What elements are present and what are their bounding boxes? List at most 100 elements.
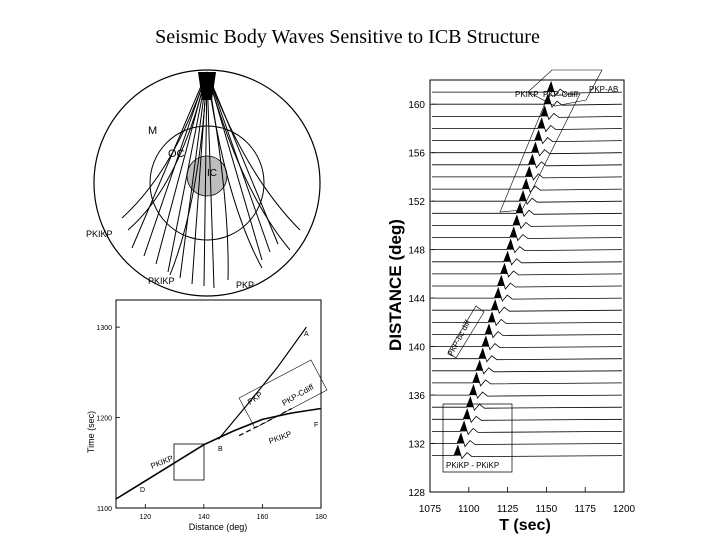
travel-time-xtick-label: 120 — [139, 514, 151, 521]
seismogram-ytick-label: 156 — [408, 149, 425, 160]
travel-time-xlabel: Distance (deg) — [189, 522, 248, 532]
seismogram-arrival — [472, 372, 480, 383]
branch-label-d: D — [140, 487, 145, 494]
branch-label-b: B — [218, 446, 223, 453]
seismogram-panel: 128 132 136 140 144 148 152 156 160 1075 1100 1125 1… — [386, 69, 636, 534]
seismogram-ytick-label: 132 — [408, 440, 425, 451]
seismogram-arrival — [506, 239, 514, 250]
seismogram-trace — [432, 420, 623, 436]
seismogram-xtick-label: 1100 — [458, 504, 480, 515]
seismogram-arrival — [478, 348, 486, 359]
label-mantle: M — [148, 125, 157, 137]
branch-label-pkikp-lower: PKIKP — [149, 454, 174, 471]
seismogram-arrival — [534, 130, 542, 141]
travel-time-ytick-label: 1100 — [97, 506, 112, 513]
seismogram-xtick-label: 1200 — [613, 504, 636, 515]
highlight-box-pkikp — [173, 443, 205, 481]
seismogram-trace — [432, 359, 623, 375]
seismogram-trace — [432, 250, 623, 266]
seismogram-arrival — [528, 154, 536, 165]
seismogram-xtick-label: 1175 — [574, 504, 596, 515]
highlight-box-bc — [447, 305, 485, 359]
seismogram-arrival — [537, 118, 545, 129]
seismogram-trace — [432, 383, 623, 399]
seismogram-trace — [432, 117, 623, 133]
label-pkikp-top: PKIKP — [515, 90, 539, 99]
travel-time-series-ab — [218, 326, 307, 440]
highlight-box-pkp-ab — [527, 69, 603, 107]
seismogram-arrival — [481, 336, 489, 347]
label-inner-core: IC — [207, 168, 217, 179]
seismogram-arrival — [519, 191, 527, 202]
seismogram-arrival — [491, 300, 499, 311]
seismogram-trace — [432, 311, 623, 327]
seismogram-arrival — [500, 263, 508, 274]
outer-core-circle — [149, 125, 265, 241]
ray-paths — [121, 71, 301, 289]
travel-time-curves — [115, 326, 322, 500]
seismogram-trace — [432, 262, 623, 278]
seismogram-arrival — [531, 142, 539, 153]
seismogram-trace — [432, 214, 623, 230]
seismogram-trace — [432, 129, 623, 145]
seismogram-arrival — [522, 179, 530, 190]
highlight-box-pkp — [238, 359, 328, 429]
label-pkikp-pkikp: PKiKP - PKiKP — [446, 461, 499, 470]
seismogram-trace — [432, 286, 623, 302]
seismogram-trace — [432, 141, 623, 157]
seismogram-ytick-label: 152 — [408, 197, 425, 208]
seismogram-ytick-label: 128 — [408, 488, 425, 499]
seismogram-arrival — [466, 397, 474, 408]
seismogram-arrival — [503, 251, 511, 262]
travel-time-frame — [115, 299, 322, 509]
seismogram-trace — [432, 408, 623, 424]
seismogram-arrival — [516, 203, 523, 214]
seismogram-arrival — [512, 215, 520, 226]
travel-time-xtick-label: 140 — [198, 514, 210, 521]
highlight-box-cdiff — [499, 93, 581, 213]
label-pkp-bc-diff: PKP-bc diff — [446, 318, 473, 358]
seismogram-xtick-label: 1075 — [419, 504, 442, 515]
seismogram-arrival — [469, 385, 477, 396]
seismogram-arrival — [540, 106, 548, 117]
label-pkp-cdiff: PKP-Cdiff — [543, 90, 579, 99]
page-title: Seismic Body Waves Sensitive to ICB Stru… — [155, 26, 540, 48]
travel-time-xtick-label: 160 — [257, 514, 269, 521]
branch-label-pkp-cdiff: PKP-Cdiff — [281, 382, 316, 408]
branch-label-f: F — [314, 422, 318, 429]
label-pkikp-left: PKIKP — [86, 229, 113, 239]
seismogram-arrival — [485, 324, 492, 335]
travel-time-xtick-label: 180 — [315, 514, 327, 521]
seismogram-ticks: 128 132 136 140 144 148 152 156 160 1075 1100 1125 1… — [408, 100, 635, 515]
travel-time-ytick-label: 1200 — [96, 416, 112, 423]
travel-time-ylabel: Time (sec) — [86, 411, 96, 453]
travel-time-series-df — [115, 407, 322, 500]
seismogram-frame — [429, 79, 625, 493]
seismogram-ytick-label: 160 — [408, 100, 425, 111]
seismogram-arrival — [509, 227, 517, 238]
seismogram-trace — [432, 444, 623, 460]
seismogram-arrival — [494, 288, 502, 299]
seismogram-arrival — [453, 445, 461, 456]
source-cusp — [198, 72, 216, 100]
highlight-box-pkikp-pkikp — [442, 403, 513, 473]
travel-time-ticks: 120 140 160 180 1100 1200 1300 — [96, 325, 327, 521]
seismogram-trace — [432, 189, 623, 206]
label-pkp: PKP — [236, 280, 254, 290]
label-pkikp-bottom: PKIKP — [148, 276, 175, 286]
seismogram-arrival — [463, 409, 471, 420]
seismogram-trace — [432, 105, 623, 121]
seismogram-ytick-label: 136 — [408, 391, 425, 402]
label-outer-core: OC — [168, 148, 185, 160]
seismogram-xlabel: T (sec) — [499, 517, 551, 534]
seismogram-trace — [432, 238, 623, 254]
earth-cross-section: M OC IC PKIKP PKIKP PKP — [86, 69, 321, 297]
seismogram-ytick-label: 144 — [408, 294, 425, 305]
seismogram-arrival — [457, 433, 464, 444]
seismogram-trace — [432, 202, 623, 218]
seismogram-ytick-label: 148 — [408, 246, 425, 257]
travel-time-plot: 120 140 160 180 1100 1200 1300 Time (sec) Dist… — [86, 299, 328, 532]
earth-surface-circle — [93, 69, 321, 297]
seismogram-trace — [432, 226, 623, 242]
